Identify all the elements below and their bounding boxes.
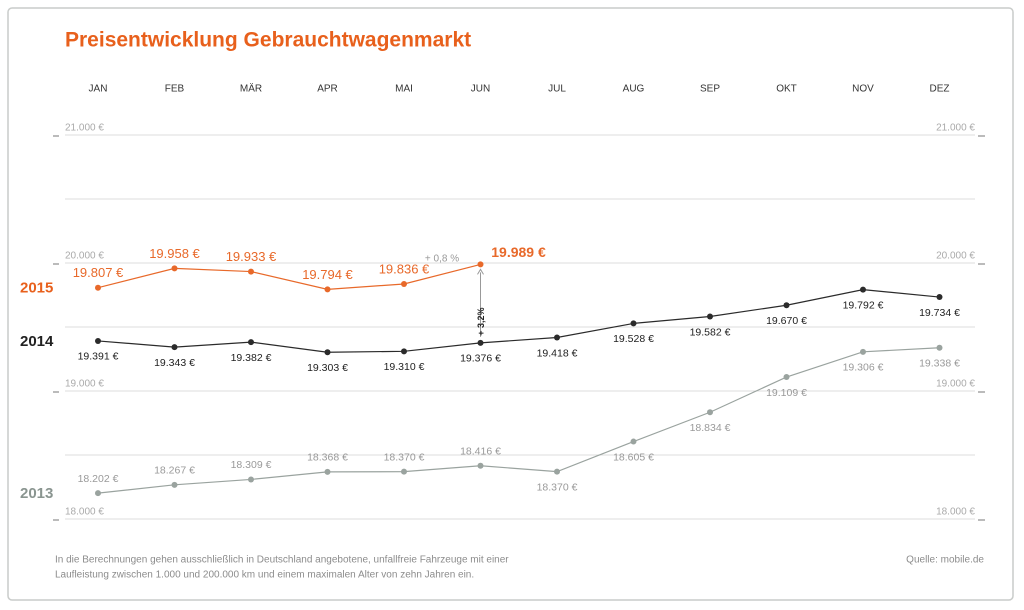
data-label: 19.582 € bbox=[690, 326, 731, 338]
x-tick-label: MAI bbox=[395, 84, 413, 95]
y-tick-label: 21.000 € bbox=[936, 123, 975, 134]
point bbox=[936, 344, 943, 351]
point bbox=[477, 339, 484, 346]
series-label: 2013 bbox=[20, 485, 53, 502]
x-tick-label: FEB bbox=[165, 84, 185, 95]
point bbox=[477, 261, 484, 268]
point bbox=[401, 348, 407, 355]
x-tick-label: AUG bbox=[623, 84, 645, 95]
data-label: 18.309 € bbox=[231, 459, 272, 471]
data-label: 19.807 € bbox=[73, 265, 124, 280]
data-label: 19.933 € bbox=[226, 249, 277, 264]
data-label: 19.792 € bbox=[843, 299, 884, 311]
point bbox=[707, 313, 713, 320]
annotation: + 0,8 % bbox=[425, 254, 459, 265]
point bbox=[554, 334, 560, 341]
x-tick-label: MÄR bbox=[240, 83, 262, 95]
x-tick-label: JAN bbox=[89, 84, 108, 95]
point bbox=[477, 462, 484, 469]
data-label: 19.376 € bbox=[460, 353, 501, 365]
data-label: 18.370 € bbox=[384, 451, 425, 463]
data-label: 19.670 € bbox=[766, 315, 807, 327]
data-label: 19.338 € bbox=[919, 358, 960, 370]
line bbox=[97, 347, 940, 494]
x-tick-label: SEP bbox=[700, 84, 720, 95]
footnote: In die Berechnungen gehen ausschließlich… bbox=[55, 555, 509, 566]
point bbox=[630, 320, 637, 327]
point bbox=[171, 265, 178, 272]
data-label: 19.836 € bbox=[379, 261, 430, 276]
point bbox=[707, 409, 713, 416]
data-label: 19.418 € bbox=[537, 347, 578, 359]
line bbox=[97, 289, 940, 353]
data-label: 18.834 € bbox=[690, 422, 731, 434]
footnote: Laufleistung zwischen 1.000 und 200.000 … bbox=[55, 570, 474, 581]
point bbox=[554, 468, 560, 475]
annotation: + 3,2% bbox=[476, 307, 486, 335]
point bbox=[171, 344, 178, 351]
point bbox=[860, 348, 866, 355]
y-tick-label: 18.000 € bbox=[936, 507, 975, 518]
x-tick-label: JUN bbox=[471, 84, 490, 95]
data-label: 18.605 € bbox=[613, 451, 654, 463]
point bbox=[248, 339, 254, 346]
x-tick-label: OKT bbox=[776, 84, 797, 95]
point bbox=[248, 476, 254, 483]
data-label: 19.989 € bbox=[491, 244, 546, 260]
data-label: 19.391 € bbox=[78, 351, 119, 363]
data-label: 19.109 € bbox=[766, 387, 807, 399]
annotation-arrowhead bbox=[477, 268, 484, 275]
series-label: 2015 bbox=[20, 280, 53, 297]
point bbox=[95, 490, 101, 497]
data-label: 18.267 € bbox=[154, 465, 195, 477]
y-tick-label: 20.000 € bbox=[65, 251, 104, 262]
x-tick-label: NOV bbox=[852, 84, 874, 95]
data-label: 18.370 € bbox=[537, 481, 578, 493]
point bbox=[936, 294, 943, 301]
x-tick-label: JUL bbox=[548, 84, 566, 95]
data-label: 18.368 € bbox=[307, 452, 348, 464]
point bbox=[401, 280, 407, 287]
data-label: 19.382 € bbox=[231, 352, 272, 364]
data-label: 19.303 € bbox=[307, 362, 348, 374]
x-tick-label: APR bbox=[317, 84, 338, 95]
series-label: 2014 bbox=[20, 333, 54, 350]
data-label: 19.958 € bbox=[149, 246, 200, 261]
point bbox=[783, 374, 790, 381]
point bbox=[248, 268, 254, 275]
data-label: 19.343 € bbox=[154, 357, 195, 369]
point bbox=[171, 481, 178, 488]
y-tick-label: 19.000 € bbox=[65, 379, 104, 390]
point bbox=[401, 468, 407, 475]
data-label: 19.310 € bbox=[384, 361, 425, 373]
data-label: 18.202 € bbox=[78, 473, 119, 485]
y-tick-label: 18.000 € bbox=[65, 507, 104, 518]
y-tick-label: 19.000 € bbox=[936, 379, 975, 390]
point bbox=[860, 286, 866, 293]
point bbox=[95, 284, 101, 291]
frame bbox=[7, 7, 1014, 601]
chart-title: Preisentwicklung Gebrauchtwagenmarkt bbox=[65, 29, 471, 52]
line bbox=[97, 263, 481, 290]
x-tick-label: DEZ bbox=[930, 84, 950, 95]
y-tick-label: 20.000 € bbox=[936, 251, 975, 262]
data-label: 19.794 € bbox=[302, 267, 353, 282]
point bbox=[324, 468, 331, 475]
data-label: 19.528 € bbox=[613, 333, 654, 345]
point bbox=[630, 438, 637, 445]
data-label: 19.734 € bbox=[919, 307, 960, 319]
data-label: 19.306 € bbox=[843, 362, 884, 374]
point bbox=[324, 286, 331, 293]
y-tick-label: 21.000 € bbox=[65, 123, 104, 134]
point bbox=[95, 337, 101, 344]
data-label: 18.416 € bbox=[460, 446, 501, 458]
point bbox=[783, 302, 790, 309]
source: Quelle: mobile.de bbox=[906, 555, 984, 566]
point bbox=[324, 349, 331, 356]
